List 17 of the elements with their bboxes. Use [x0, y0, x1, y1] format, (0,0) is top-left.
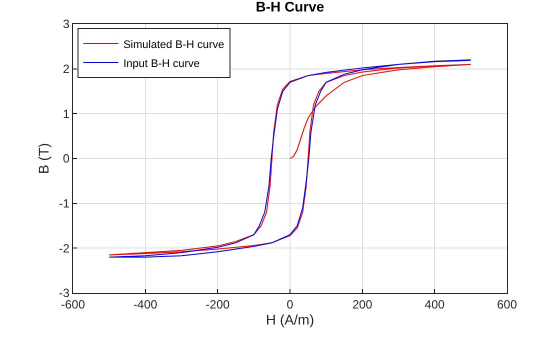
y-tick-label: -1 [58, 196, 70, 211]
x-tick-label: 400 [424, 297, 445, 312]
x-tick-label: 600 [496, 297, 518, 312]
y-axis-title: B (T) [36, 142, 52, 174]
y-tick-label: 3 [62, 17, 70, 32]
x-axis-title: H (A/m) [266, 312, 314, 328]
legend-label: Input B-H curve [123, 58, 200, 70]
x-tick-label: -400 [133, 297, 158, 312]
y-tick-label: 0 [62, 152, 70, 166]
y-tick-label: 2 [62, 62, 70, 76]
y-tick-label: -2 [58, 241, 70, 256]
x-tick-label: -200 [206, 297, 230, 312]
chart-title: B-H Curve [256, 0, 324, 14]
legend-label: Simulated B-H curve [123, 38, 224, 51]
y-tick-label: 1 [62, 106, 70, 121]
x-tick-label: 0 [286, 297, 294, 312]
x-tick-label: 200 [352, 297, 373, 312]
